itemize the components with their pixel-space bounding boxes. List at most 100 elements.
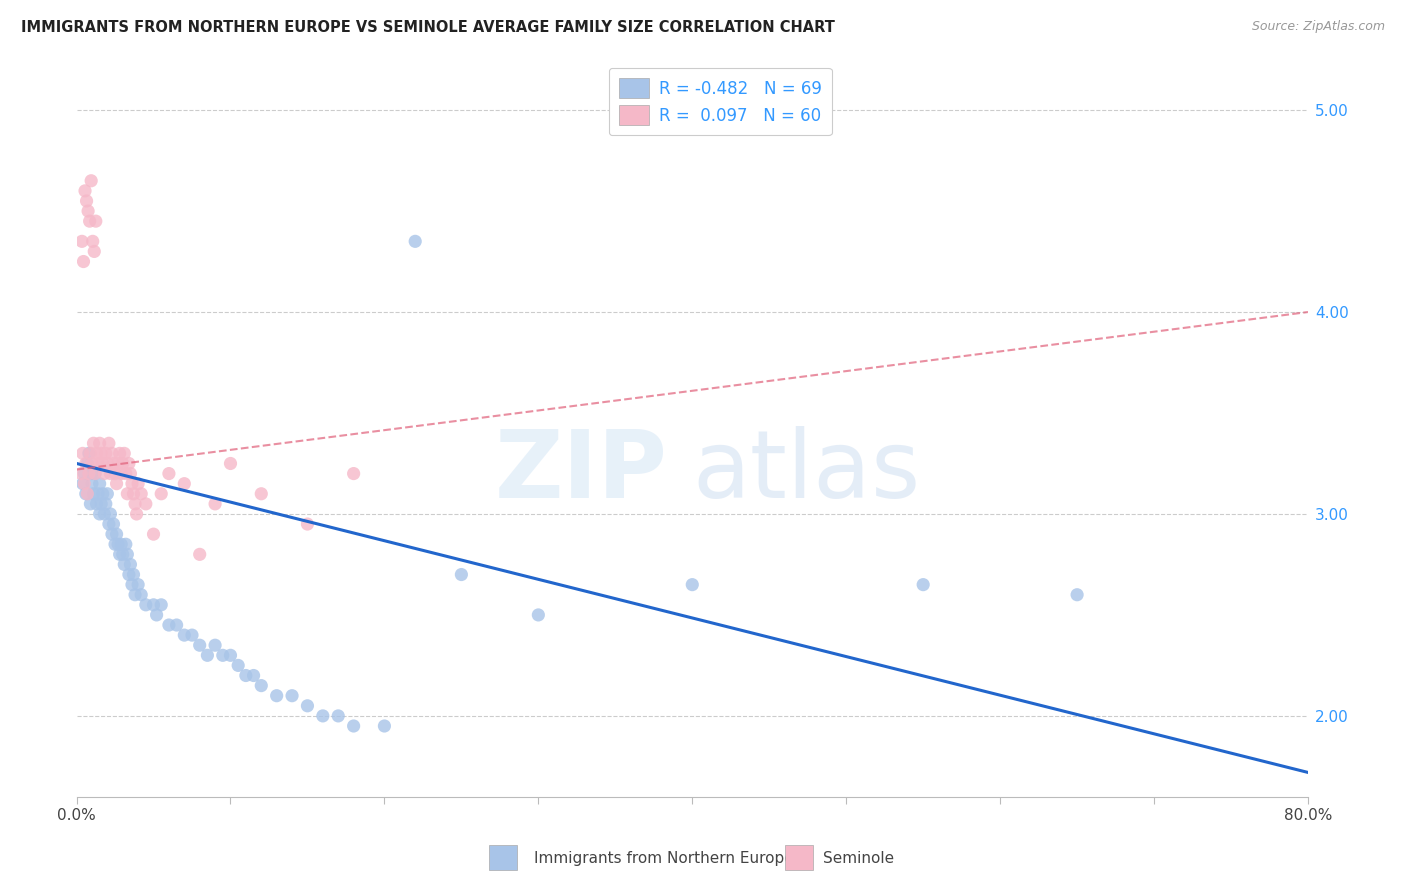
Point [108, 446, 131, 460]
Point [226, 658, 249, 673]
Text: Seminole: Seminole [823, 851, 894, 865]
Point [105, 476, 128, 491]
Point [89, 507, 111, 521]
Point [72, 446, 94, 460]
Point [87, 457, 110, 471]
Point [83, 244, 105, 259]
Point [79, 446, 101, 460]
Point [150, 487, 173, 501]
Point [122, 487, 145, 501]
Point [111, 457, 134, 471]
Point [104, 537, 127, 551]
Point [76, 194, 98, 208]
Text: Immigrants from Northern Europe: Immigrants from Northern Europe [534, 851, 794, 865]
Point [124, 497, 146, 511]
Point [107, 537, 129, 551]
Point [197, 648, 219, 663]
Point [266, 689, 288, 703]
Point [157, 618, 180, 632]
Point [96, 457, 118, 471]
Point [173, 476, 195, 491]
Point [297, 698, 319, 713]
Point [73, 467, 96, 481]
Point [112, 446, 135, 460]
Point [150, 598, 173, 612]
Point [142, 598, 165, 612]
Point [127, 577, 149, 591]
Point [114, 537, 136, 551]
Point [681, 577, 703, 591]
Point [121, 476, 143, 491]
Point [100, 507, 122, 521]
Point [129, 588, 152, 602]
Point [76, 487, 98, 501]
Point [105, 527, 128, 541]
Point [1066, 588, 1088, 602]
Point [242, 668, 264, 682]
Point [97, 436, 120, 450]
Point [75, 457, 97, 471]
Text: ZIP: ZIP [495, 426, 668, 518]
Point [86, 446, 108, 460]
Point [373, 719, 395, 733]
Point [75, 487, 97, 501]
Point [90, 497, 112, 511]
Point [117, 547, 139, 561]
Text: atlas: atlas [692, 426, 921, 518]
Point [82, 436, 104, 450]
Point [76, 457, 98, 471]
Point [188, 638, 211, 652]
Point [250, 487, 273, 501]
Point [82, 235, 104, 249]
Point [135, 497, 157, 511]
Point [80, 457, 103, 471]
Point [89, 436, 111, 450]
Point [114, 467, 136, 481]
Point [118, 457, 141, 471]
Point [103, 517, 125, 532]
Point [450, 567, 472, 582]
Point [80, 467, 103, 481]
Point [188, 547, 211, 561]
Point [125, 507, 148, 521]
Point [112, 558, 135, 572]
Point [91, 457, 114, 471]
Point [77, 446, 100, 460]
Point [72, 254, 94, 268]
Point [82, 487, 104, 501]
Point [70, 235, 93, 249]
Point [80, 476, 103, 491]
Point [110, 537, 132, 551]
Point [73, 476, 96, 491]
Point [87, 487, 110, 501]
Point [79, 214, 101, 228]
Point [211, 648, 233, 663]
Text: Source: ZipAtlas.com: Source: ZipAtlas.com [1251, 20, 1385, 33]
Point [135, 598, 157, 612]
Point [84, 467, 107, 481]
Point [93, 507, 115, 521]
Point [93, 467, 115, 481]
Point [111, 547, 134, 561]
Point [91, 487, 114, 501]
Point [96, 487, 118, 501]
Point [94, 497, 117, 511]
Point [297, 517, 319, 532]
Point [404, 235, 426, 249]
Point [101, 527, 124, 541]
Point [527, 607, 550, 622]
Point [122, 567, 145, 582]
Point [173, 628, 195, 642]
Point [80, 174, 103, 188]
Point [124, 588, 146, 602]
Point [235, 668, 257, 682]
Point [166, 618, 188, 632]
Point [108, 547, 131, 561]
Point [107, 457, 129, 471]
Point [110, 467, 132, 481]
Point [312, 709, 335, 723]
Point [157, 467, 180, 481]
Point [343, 719, 366, 733]
Point [181, 628, 204, 642]
Point [281, 689, 304, 703]
